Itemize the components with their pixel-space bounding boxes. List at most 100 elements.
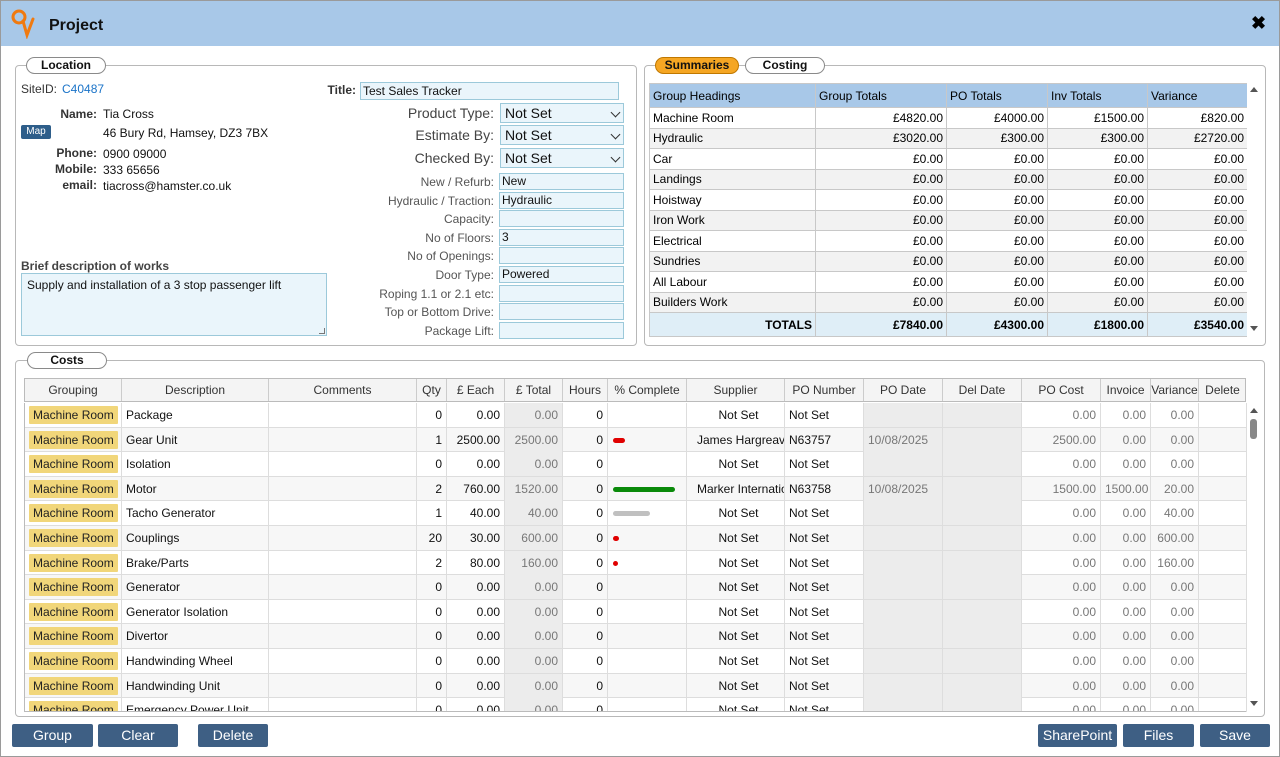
podate-cell[interactable] <box>864 501 943 526</box>
po-cell[interactable]: N63758 <box>785 476 864 501</box>
percent-complete-cell[interactable] <box>608 403 687 427</box>
group-badge[interactable]: Machine Room <box>29 652 118 670</box>
desc-cell[interactable]: Generator Isolation <box>122 599 269 624</box>
pocost-cell[interactable]: 0.00 <box>1022 526 1101 550</box>
summary-column-header[interactable]: Inv Totals <box>1047 83 1148 108</box>
each-cell[interactable]: 30.00 <box>447 526 505 550</box>
qty-cell[interactable]: 0 <box>417 649 447 673</box>
percent-complete-cell[interactable] <box>608 550 687 575</box>
cost-column-header[interactable]: Delete <box>1199 379 1245 401</box>
qty-cell[interactable]: 0 <box>417 624 447 649</box>
each-cell[interactable]: 2500.00 <box>447 427 505 452</box>
variance-cell[interactable]: 160.00 <box>1151 550 1199 575</box>
variance-cell[interactable]: 0.00 <box>1151 427 1199 452</box>
invoice-cell[interactable]: 0.00 <box>1101 575 1151 600</box>
total-cell[interactable]: 0.00 <box>505 599 563 624</box>
percent-complete-cell[interactable] <box>608 698 687 711</box>
delete-cell[interactable] <box>1199 575 1246 599</box>
total-cell[interactable]: 0.00 <box>505 452 563 477</box>
desc-cell[interactable]: Gear Unit <box>122 427 269 452</box>
field-input[interactable] <box>499 321 624 339</box>
field-input[interactable] <box>499 303 624 321</box>
total-cell[interactable]: 600.00 <box>505 526 563 550</box>
percent-complete-cell[interactable] <box>608 476 687 501</box>
table-row[interactable]: Machine Room Package 0 0.00 0.00 0 Not Set Not … <box>25 403 1246 428</box>
percent-complete-cell[interactable] <box>608 501 687 526</box>
group-badge[interactable]: Machine Room <box>29 406 118 424</box>
total-cell[interactable]: 0.00 <box>505 403 563 427</box>
group-badge[interactable]: Machine Room <box>29 553 118 572</box>
po-cell[interactable]: Not Set <box>785 501 864 526</box>
desc-cell[interactable]: Brake/Parts <box>122 550 269 575</box>
deldate-cell[interactable] <box>943 599 1022 624</box>
table-row[interactable]: Machine Room Generator Isolation 0 0.00 0.00… <box>25 599 1246 625</box>
table-row[interactable]: Machine Room Isolation 0 0.00 0.00 0 Not Set No… <box>25 452 1246 477</box>
podate-cell[interactable] <box>864 698 943 711</box>
pocost-cell[interactable]: 0.00 <box>1022 452 1101 477</box>
po-cell[interactable]: Not Set <box>785 575 864 600</box>
each-cell[interactable]: 0.00 <box>447 403 505 427</box>
cost-column-header[interactable]: Comments <box>269 379 417 401</box>
pocost-cell[interactable]: 0.00 <box>1022 501 1101 526</box>
percent-complete-cell[interactable] <box>608 575 687 600</box>
grouping-cell[interactable]: Machine Room <box>25 476 122 501</box>
each-cell[interactable]: 0.00 <box>447 452 505 477</box>
podate-cell[interactable] <box>864 403 943 427</box>
delete-cell[interactable] <box>1199 501 1246 525</box>
qty-cell[interactable]: 2 <box>417 550 447 575</box>
variance-cell[interactable]: 40.00 <box>1151 501 1199 526</box>
po-cell[interactable]: Not Set <box>785 403 864 427</box>
summary-column-header[interactable]: Variance <box>1147 83 1248 108</box>
variance-cell[interactable]: 0.00 <box>1151 624 1199 649</box>
qty-cell[interactable]: 20 <box>417 526 447 550</box>
field-input[interactable] <box>499 247 624 265</box>
cost-column-header[interactable]: £ Each <box>447 379 505 401</box>
summary-column-header[interactable]: Group Headings <box>649 83 816 108</box>
desc-cell[interactable]: Divertor <box>122 624 269 649</box>
variance-cell[interactable]: 0.00 <box>1151 698 1199 711</box>
variance-cell[interactable]: 0.00 <box>1151 403 1199 427</box>
total-cell[interactable]: 0.00 <box>505 673 563 698</box>
desc-cell[interactable]: Motor <box>122 476 269 501</box>
deldate-cell[interactable] <box>943 403 1022 427</box>
podate-cell[interactable] <box>864 599 943 624</box>
desc-cell[interactable]: Generator <box>122 575 269 600</box>
table-row[interactable]: Machine Room Handwinding Wheel 0 0.00 0.00 0 N… <box>25 649 1246 674</box>
cost-column-header[interactable]: Invoice <box>1101 379 1151 401</box>
total-cell[interactable]: 0.00 <box>505 575 563 600</box>
desc-cell[interactable]: Isolation <box>122 452 269 477</box>
supplier-cell[interactable]: Not Set <box>687 649 785 673</box>
deldate-cell[interactable] <box>943 698 1022 711</box>
group-badge[interactable]: Machine Room <box>29 701 118 711</box>
percent-complete-cell[interactable] <box>608 599 687 624</box>
supplier-cell[interactable]: Not Set <box>687 698 785 711</box>
comments-cell[interactable] <box>269 476 417 501</box>
desc-cell[interactable]: Package <box>122 403 269 427</box>
table-row[interactable]: Machine Room Gear Unit 1 2500.00 2500.00 0 Jam… <box>25 427 1246 453</box>
cost-column-header[interactable]: Description <box>122 379 269 401</box>
sharepoint-button[interactable]: SharePoint <box>1038 724 1117 747</box>
field-input[interactable] <box>499 210 624 228</box>
dropdown-select[interactable]: Not Set <box>500 103 624 123</box>
po-cell[interactable]: Not Set <box>785 452 864 477</box>
comments-cell[interactable] <box>269 550 417 575</box>
hours-cell[interactable]: 0 <box>563 501 608 526</box>
comments-cell[interactable] <box>269 501 417 526</box>
each-cell[interactable]: 0.00 <box>447 649 505 673</box>
po-cell[interactable]: Not Set <box>785 526 864 550</box>
qty-cell[interactable]: 2 <box>417 476 447 501</box>
pocost-cell[interactable]: 0.00 <box>1022 550 1101 575</box>
summaries-scrollbar[interactable] <box>1247 83 1261 337</box>
total-cell[interactable]: 0.00 <box>505 698 563 711</box>
grouping-cell[interactable]: Machine Room <box>25 452 122 477</box>
invoice-cell[interactable]: 0.00 <box>1101 698 1151 711</box>
comments-cell[interactable] <box>269 575 417 600</box>
cost-column-header[interactable]: PO Cost <box>1022 379 1101 401</box>
hours-cell[interactable]: 0 <box>563 526 608 550</box>
deldate-cell[interactable] <box>943 649 1022 673</box>
each-cell[interactable]: 80.00 <box>447 550 505 575</box>
delete-cell[interactable] <box>1199 551 1246 575</box>
scroll-thumb[interactable] <box>1250 419 1257 439</box>
comments-cell[interactable] <box>269 452 417 477</box>
clear-button[interactable]: Clear <box>98 724 178 747</box>
